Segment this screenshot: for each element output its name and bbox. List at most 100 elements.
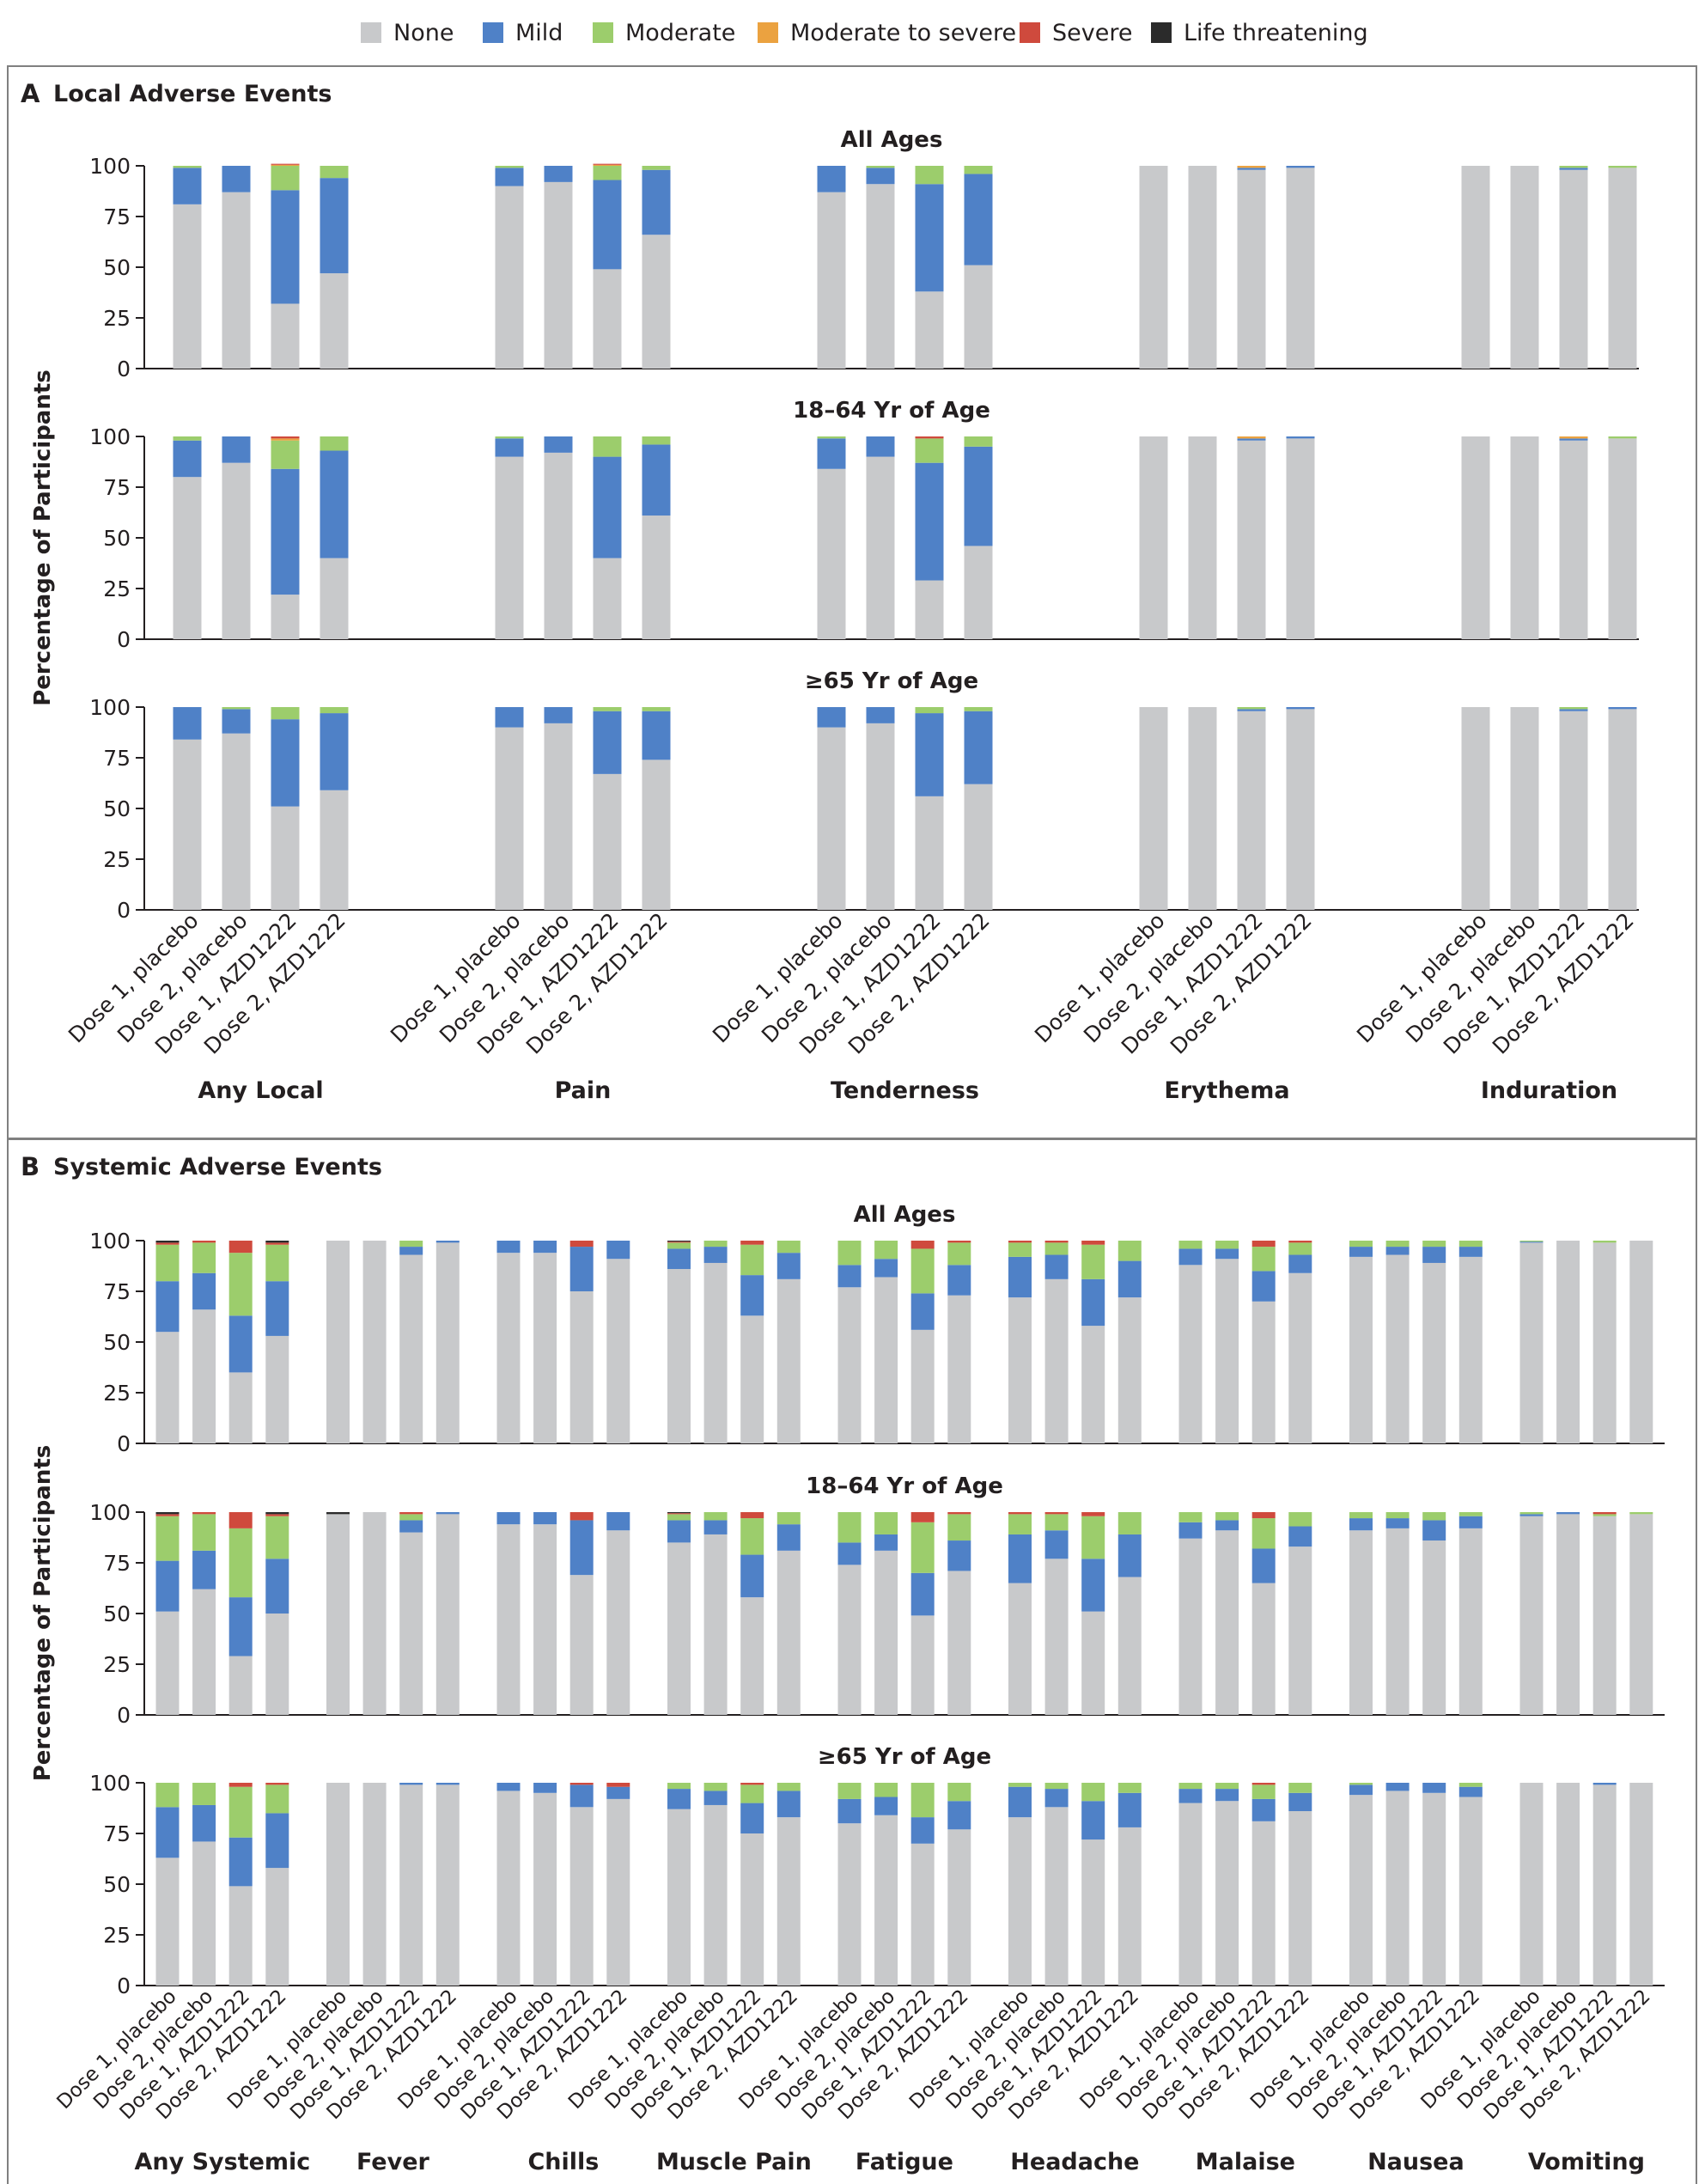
- bar-segment: [1251, 1247, 1276, 1272]
- bar-segment: [1592, 1783, 1617, 1785]
- bar-segment: [703, 1783, 728, 1791]
- bar-segment: [1237, 166, 1266, 168]
- bar-segment: [964, 784, 993, 910]
- bar-segment: [1288, 1254, 1312, 1273]
- bar-segment: [964, 166, 993, 174]
- bar-segment: [155, 1512, 180, 1515]
- bar-segment: [947, 1514, 971, 1541]
- bar-segment: [874, 1512, 898, 1534]
- bar-segment: [740, 1512, 764, 1519]
- bar-segment: [1215, 1259, 1239, 1443]
- bar-segment: [1215, 1248, 1239, 1260]
- bar-segment: [1044, 1241, 1069, 1243]
- bar-segment: [1237, 440, 1266, 639]
- bar-segment: [667, 1542, 691, 1715]
- y-tick-label: 75: [103, 204, 131, 229]
- bar-segment: [265, 1335, 289, 1443]
- bar-segment: [1559, 440, 1588, 639]
- bar-segment: [1349, 1784, 1373, 1796]
- bar-segment: [496, 1253, 521, 1443]
- bar-segment: [642, 707, 671, 711]
- bar-segment: [740, 1597, 764, 1715]
- y-tick-label: 75: [103, 475, 131, 500]
- local-adverse-events-chart: Percentage of Participants All Ages 0 25 50 7…: [30, 127, 1639, 1104]
- bar-segment: [1556, 1512, 1580, 1515]
- bar-segment: [910, 1512, 935, 1522]
- bar-segment: [495, 168, 524, 186]
- bar-segment: [1629, 1241, 1653, 1443]
- bar-segment: [817, 727, 846, 910]
- bar-segment: [1117, 1297, 1142, 1443]
- legend-swatch: [361, 22, 381, 43]
- bar-segment: [1288, 1526, 1312, 1547]
- bar-segment: [642, 711, 671, 760]
- bar-segment: [1081, 1326, 1105, 1443]
- bar-segment: [155, 1807, 180, 1858]
- bar-segment: [544, 707, 573, 723]
- bar-segment: [228, 1241, 253, 1254]
- bar-segment: [1251, 1583, 1276, 1715]
- bar-segment: [533, 1241, 557, 1254]
- bar-segment: [1559, 169, 1588, 369]
- bar-segment: [606, 1259, 630, 1443]
- bar-segment: [837, 1565, 862, 1715]
- y-tick-label: 100: [89, 1500, 131, 1525]
- bar-segment: [642, 235, 671, 369]
- bar-segment: [964, 546, 993, 639]
- bar-segment: [265, 1281, 289, 1336]
- bar-segment: [265, 1241, 289, 1243]
- bar-segment: [817, 166, 846, 192]
- bar-segment: [192, 1272, 216, 1310]
- bar-segment: [1178, 1265, 1203, 1443]
- bar-segment: [533, 1783, 557, 1793]
- bar-segment: [740, 1518, 764, 1555]
- legend-label: Mild: [515, 19, 563, 46]
- legend-swatch: [758, 22, 778, 43]
- bar-segment: [228, 1253, 253, 1316]
- bar-segment: [947, 1265, 971, 1296]
- bar-segment: [740, 1784, 764, 1803]
- y-tick-label: 25: [103, 306, 131, 331]
- bar-segment: [740, 1244, 764, 1276]
- legend-item: Life threatening: [1151, 19, 1368, 46]
- bar-segment: [910, 1293, 935, 1330]
- bar-segment: [1592, 1512, 1617, 1515]
- bar-segment: [947, 1512, 971, 1515]
- bar-segment: [837, 1542, 862, 1565]
- panel-title: Local Adverse Events: [53, 81, 332, 107]
- bar-segment: [362, 1783, 387, 1986]
- bar-segment: [642, 169, 671, 235]
- bar-segment: [271, 166, 300, 191]
- row-title: All Ages: [854, 1202, 956, 1228]
- bar-segment: [1592, 1241, 1617, 1243]
- bar-segment: [496, 1524, 521, 1715]
- bar-segment: [271, 436, 300, 439]
- bar-segment: [1117, 1783, 1142, 1793]
- bar-segment: [1458, 1783, 1483, 1787]
- bar-segment: [1608, 438, 1637, 639]
- bar-segment: [1592, 1514, 1617, 1516]
- bar-segment: [228, 1597, 253, 1656]
- bar-segment: [740, 1833, 764, 1986]
- bar-segment: [866, 707, 895, 723]
- bar-segment: [740, 1315, 764, 1443]
- bar-segment: [740, 1783, 764, 1785]
- bar-segment: [910, 1843, 935, 1986]
- bar-segment: [1251, 1241, 1276, 1248]
- bar-segment: [1008, 1297, 1032, 1443]
- bar-segment: [1461, 707, 1490, 910]
- legend-label: Life threatening: [1184, 19, 1368, 46]
- bar-segment: [837, 1798, 862, 1824]
- bar-segment: [1081, 1241, 1105, 1245]
- bar-segment: [1422, 1262, 1446, 1443]
- bar-segment: [155, 1242, 180, 1245]
- bar-segment: [1178, 1241, 1203, 1249]
- bar-segment: [265, 1813, 289, 1869]
- bar-segment: [228, 1656, 253, 1715]
- bar-segment: [1385, 1783, 1410, 1791]
- bar-segment: [265, 1514, 289, 1516]
- bar-segment: [320, 273, 349, 369]
- bar-segment: [1081, 1516, 1105, 1559]
- bar-segment: [271, 806, 300, 910]
- bar-segment: [1559, 707, 1588, 710]
